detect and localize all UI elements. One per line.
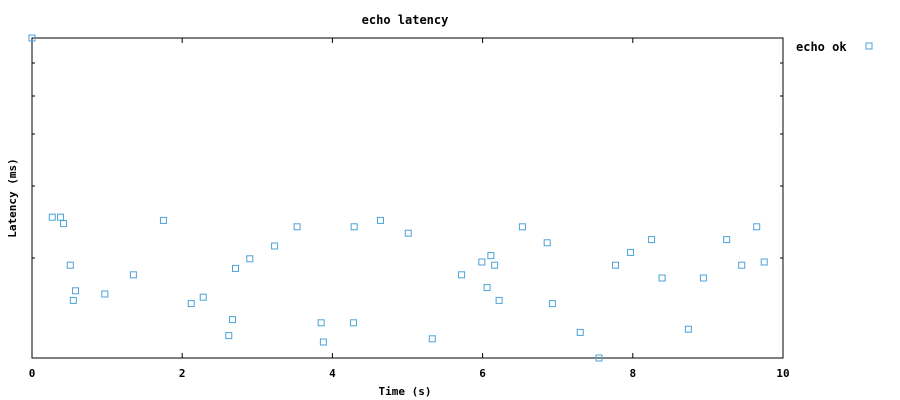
x-tick-label: 0	[29, 367, 36, 380]
data-point	[232, 264, 240, 272]
data-point	[271, 242, 279, 250]
data-point	[293, 223, 301, 231]
data-point	[612, 261, 620, 269]
chart-title: echo latency	[362, 13, 449, 27]
data-point	[428, 335, 436, 343]
data-point	[684, 325, 692, 333]
data-point	[723, 236, 731, 244]
data-point	[487, 252, 495, 260]
x-tick-label: 10	[776, 367, 789, 380]
data-point	[595, 354, 603, 362]
data-point	[738, 261, 746, 269]
data-point	[129, 271, 137, 279]
data-point	[491, 261, 499, 269]
data-point	[199, 293, 207, 301]
data-point	[350, 223, 358, 231]
data-point	[483, 284, 491, 292]
data-point	[548, 300, 556, 308]
data-point	[495, 296, 503, 304]
data-point	[225, 332, 233, 340]
x-axis-label: Time (s)	[379, 385, 432, 398]
data-point	[753, 223, 761, 231]
x-tick-label: 2	[179, 367, 186, 380]
data-point	[101, 290, 109, 298]
data-point	[627, 248, 635, 256]
data-point	[28, 34, 36, 42]
data-point	[187, 300, 195, 308]
data-point	[658, 274, 666, 282]
data-point	[246, 255, 254, 263]
data-point	[57, 213, 65, 221]
data-point	[229, 316, 237, 324]
plot-frame	[31, 37, 784, 359]
data-point	[760, 258, 768, 266]
y-axis-ticks	[32, 62, 783, 259]
data-point	[518, 223, 526, 231]
data-point	[699, 274, 707, 282]
data-point	[648, 236, 656, 244]
data-point	[317, 319, 325, 327]
data-point	[319, 338, 327, 346]
data-point	[376, 216, 384, 224]
data-point	[66, 261, 74, 269]
data-point	[72, 287, 80, 295]
x-axis-ticks: 0 2 4 6 8 10	[29, 38, 790, 380]
data-point	[576, 328, 584, 336]
data-point	[60, 220, 68, 228]
data-point	[543, 239, 551, 247]
data-point	[48, 213, 56, 221]
x-tick-label: 8	[629, 367, 636, 380]
legend: echo ok	[796, 40, 873, 54]
x-tick-label: 4	[329, 367, 336, 380]
data-point	[478, 258, 486, 266]
y-axis-label: Latency (ms)	[6, 158, 19, 237]
data-point	[69, 296, 77, 304]
data-point	[458, 271, 466, 279]
data-point	[159, 216, 167, 224]
x-tick-label: 6	[479, 367, 486, 380]
legend-label-echo-ok: echo ok	[796, 40, 847, 54]
data-point	[404, 229, 412, 237]
legend-marker	[865, 42, 873, 50]
data-points	[28, 34, 768, 362]
data-point	[349, 319, 357, 327]
